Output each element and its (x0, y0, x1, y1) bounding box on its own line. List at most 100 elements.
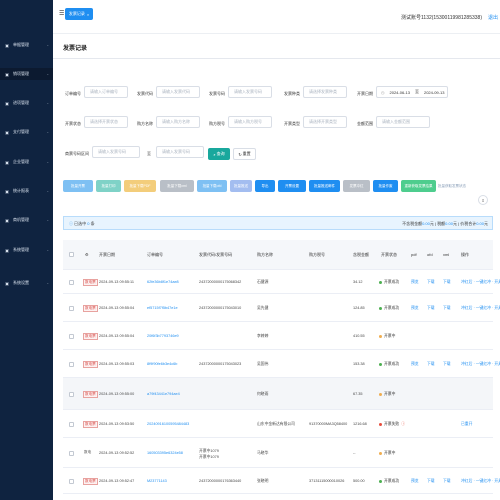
row-checkbox[interactable] (69, 422, 74, 427)
sidebar-item-8[interactable]: ▣ 系统设置 ⌄ (0, 277, 53, 289)
refresh-circle-icon[interactable]: ⇕ (478, 195, 488, 205)
status-dot-icon (379, 452, 382, 455)
cell-order-link[interactable]: ef5715f7f5b47e1e (147, 306, 178, 310)
status-dot-icon (379, 307, 382, 310)
ofd-download-link[interactable]: 下载 (427, 306, 435, 310)
pdf-preview-link[interactable]: 预览 (411, 479, 419, 483)
buyer-tax-input[interactable]: 请输入购方税号 (228, 116, 272, 128)
row-checkbox[interactable] (69, 479, 74, 484)
status-dot-icon (379, 423, 382, 426)
invoice-code-input[interactable]: 请输入发票代码 (156, 86, 200, 98)
cell-order-link[interactable]: 20f6f3b7793746e9 (147, 334, 179, 338)
table-row[interactable]: 数电票 2024-09-13 09:53:50 202409161005954844… (63, 410, 493, 438)
pdf-preview-link[interactable]: 预览 (411, 362, 419, 366)
sidebar-item-2[interactable]: ▣ 进项管理 ⌄ (0, 97, 53, 109)
row-operations[interactable]: 冲红后 · 一键红冲 · 开具其他 (461, 280, 500, 284)
invoice-no-input[interactable]: 请输入发票号码 (228, 86, 272, 98)
row-operations[interactable]: 冲红后 · 一键红冲 · 开具其他 (461, 479, 500, 483)
date-range-input[interactable]: ◷ 2024-06-13 至 2024-09-13 (376, 86, 448, 98)
sidebar-item-1[interactable]: ▣ 销项管理 ⌄ (0, 68, 53, 80)
search-button[interactable]: ⌕ 查询 (208, 148, 230, 160)
table-row[interactable]: 数电票 2024-09-13 09:52:47 M23771143 243720000… (63, 468, 500, 494)
amount-input[interactable]: 请输入金额范围 (376, 116, 430, 128)
batch-status-text[interactable]: 批量获取发票状态 (438, 184, 466, 188)
invoice-type-select[interactable]: 请选择发票种类 (303, 86, 347, 98)
issue-type-select[interactable]: 请选择开票类型 (303, 116, 347, 128)
action-button-9[interactable]: 发票冲红 (343, 180, 370, 192)
action-button-0[interactable]: 批量开票 (63, 180, 93, 192)
summary-end: 元 (484, 221, 488, 226)
cell-order-link[interactable]: a79f43441e794ae4 (147, 392, 180, 396)
action-button-2[interactable]: 批量下载PDF (124, 180, 156, 192)
table-row[interactable]: 数电票 2024-09-13 09:55:00 a79f43441e794ae4 何晓… (63, 378, 493, 410)
select-all-checkbox[interactable] (69, 252, 74, 257)
cell-code: 24372000000175043023 (199, 362, 242, 366)
table-row[interactable]: 数电票 2024-09-13 09:55:03 8f9f90fe6b3e4c6b 24… (63, 350, 500, 378)
table-row[interactable]: 数电票 2024-09-13 09:55:04 20f6f3b7793746e9 李婷… (63, 322, 493, 350)
table-row[interactable]: 数电票 2024-09-13 09:55:11 62fe36b8f1e74ae8 24… (63, 270, 500, 294)
reset-button[interactable]: ↻ 重置 (233, 148, 256, 160)
sidebar-item-5[interactable]: ▣ 统计报表 ⌄ (0, 185, 53, 197)
action-button-5[interactable]: 批量推送 (230, 180, 252, 192)
row-checkbox[interactable] (69, 451, 74, 456)
action-button-10[interactable]: 批量作废 (373, 180, 398, 192)
chevron-down-icon: ⌄ (46, 130, 49, 134)
row-operations[interactable]: 已重开 (461, 422, 473, 426)
cell-code: 24372000000176363440 (199, 479, 242, 483)
action-button-1[interactable]: 批量打印 (96, 180, 121, 192)
range-to-input[interactable]: 请输入发票号码 (156, 146, 204, 158)
ofd-download-link[interactable]: 下载 (427, 362, 435, 366)
pdf-preview-link[interactable]: 预览 (411, 280, 419, 284)
row-operations[interactable]: 冲红后 · 一键红冲 · 开具其他 (461, 362, 500, 366)
ofd-download-link[interactable]: 下载 (427, 479, 435, 483)
th-xml: xml (443, 252, 450, 257)
action-button-11[interactable]: 重新获取发票结果 (401, 180, 436, 192)
logout-link[interactable]: 退出 (487, 15, 498, 21)
amount-label: 金额范围 (357, 121, 373, 126)
action-button-3[interactable]: 批量下载xml (160, 180, 194, 192)
sidebar-item-7[interactable]: ▣ 系统管理 ⌄ (0, 244, 53, 256)
row-checkbox[interactable] (69, 362, 74, 367)
xml-download-link[interactable]: 下载 (443, 479, 451, 483)
cell-amount: 67.35 (353, 392, 363, 396)
sidebar-item-3[interactable]: ▣ 支付管理 ⌄ (0, 126, 53, 138)
sidebar-item-label: 系统管理 (13, 247, 29, 252)
xml-download-link[interactable]: 下载 (443, 306, 451, 310)
sidebar-item-4[interactable]: ▣ 企业管理 ⌄ (0, 156, 53, 168)
settings-col-icon[interactable]: ⚙ (85, 252, 89, 257)
cell-buyer: 何晓雨 (257, 392, 269, 396)
order-no-input[interactable]: 请输入订单编号 (84, 86, 128, 98)
tab-invoice-records[interactable]: 发票记录 × (65, 8, 93, 20)
action-button-8[interactable]: 批量推送邮件 (309, 180, 340, 192)
pdf-preview-link[interactable]: 预览 (411, 306, 419, 310)
search-button-label: 查询 (216, 151, 225, 156)
th-pdf: pdf (411, 252, 417, 257)
table-row[interactable]: 数电票 2024-09-13 09:55:04 ef5715f7f5b47e1e 24… (63, 294, 500, 322)
sidebar-item-6[interactable]: ▣ 商机管理 ⌄ (0, 214, 53, 226)
status-select[interactable]: 请选择开票状态 (84, 116, 128, 128)
cell-order-link[interactable]: 8f9f90fe6b3e4c6b (147, 362, 178, 366)
cell-order-link[interactable]: 160503395e6324e58 (147, 451, 183, 455)
settings-icon: ▣ (5, 247, 9, 253)
xml-download-link[interactable]: 下载 (443, 280, 451, 284)
range-from-input[interactable]: 请输入发票号码 (92, 146, 140, 158)
action-button-7[interactable]: 开票设置 (278, 180, 306, 192)
info-icon[interactable]: ⓘ (401, 422, 405, 426)
row-checkbox[interactable] (69, 280, 74, 285)
cell-order-link[interactable]: 62fe36b8f1e74ae8 (147, 280, 179, 284)
row-checkbox[interactable] (69, 334, 74, 339)
cell-order-link[interactable]: M23771143 (147, 479, 167, 483)
row-operations[interactable]: 冲红后 · 一键红冲 · 开具其他 (461, 306, 500, 310)
cell-order-link[interactable]: 20240916100595484483 (147, 422, 190, 426)
close-icon[interactable]: × (86, 11, 90, 17)
menu-toggle-icon[interactable]: ☰ (59, 11, 65, 17)
table-row[interactable]: 数电 2024-09-13 09:52:52 160503395e6324e58 开票… (63, 438, 493, 468)
action-button-4[interactable]: 批量下载ofd (197, 180, 227, 192)
row-checkbox[interactable] (69, 392, 74, 397)
row-checkbox[interactable] (69, 306, 74, 311)
action-button-6[interactable]: 导出 (255, 180, 275, 192)
sidebar-item-0[interactable]: ▣ 单据管理 ⌄ (0, 39, 53, 51)
buyer-name-input[interactable]: 请输入购方名称 (156, 116, 200, 128)
ofd-download-link[interactable]: 下载 (427, 280, 435, 284)
xml-download-link[interactable]: 下载 (443, 362, 451, 366)
